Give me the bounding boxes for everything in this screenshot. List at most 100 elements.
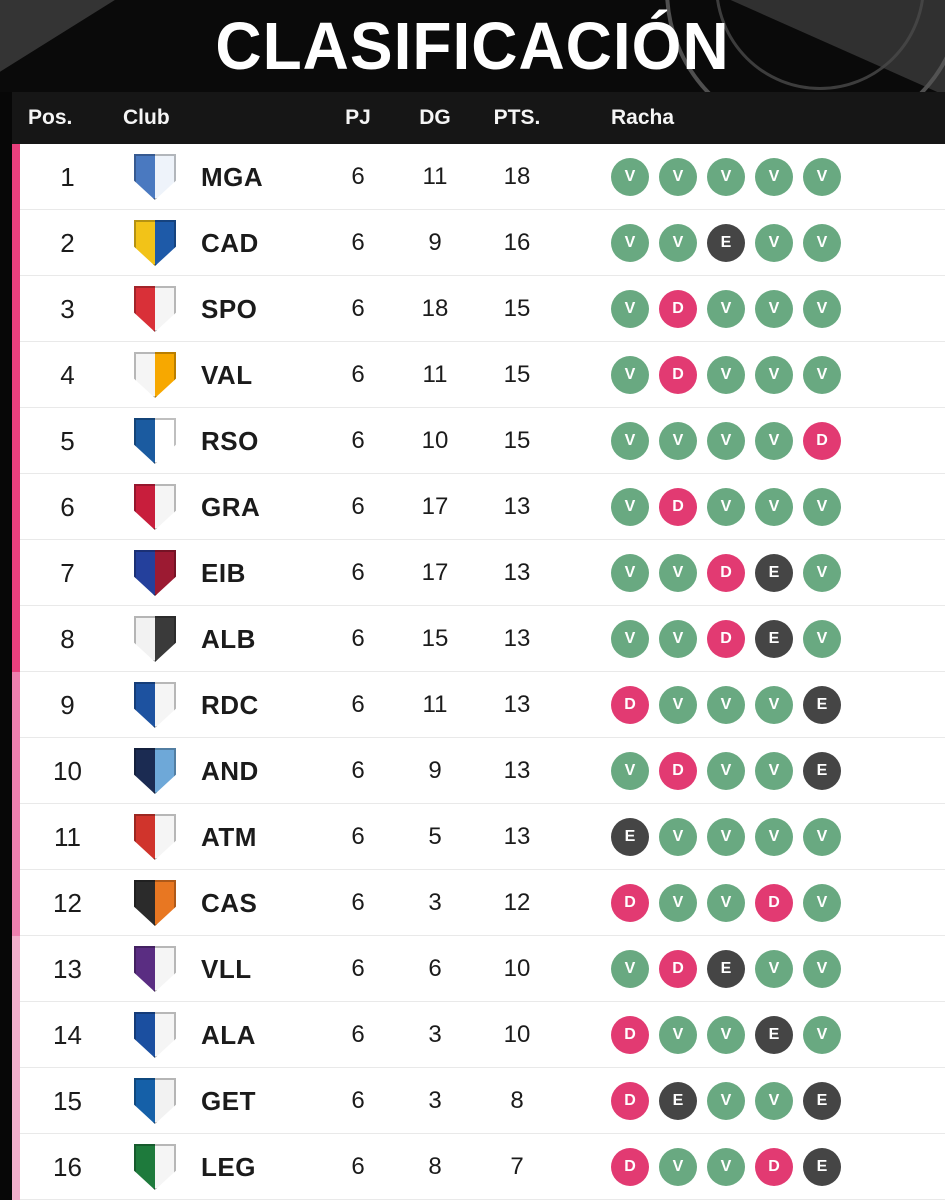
result-circle: V bbox=[755, 686, 793, 724]
result-circle: V bbox=[659, 620, 697, 658]
club-code: MGA bbox=[201, 161, 264, 192]
header-racha: Racha bbox=[611, 106, 675, 129]
club-crest bbox=[115, 418, 195, 464]
result-circle: V bbox=[803, 224, 841, 262]
club-crest bbox=[115, 748, 195, 794]
club-code: CAD bbox=[201, 227, 259, 258]
result-circle: V bbox=[707, 752, 745, 790]
club-crest bbox=[115, 880, 195, 926]
club-crest bbox=[115, 550, 195, 596]
club-crest bbox=[115, 616, 195, 662]
position-value: 11 bbox=[54, 821, 81, 852]
result-circle: D bbox=[659, 356, 697, 394]
pj-value: 6 bbox=[351, 295, 365, 322]
position-value: 8 bbox=[60, 623, 75, 654]
result-circle: V bbox=[803, 620, 841, 658]
crest-shield-icon bbox=[134, 616, 176, 662]
club-code: VLL bbox=[201, 953, 252, 984]
club-code: ATM bbox=[201, 821, 257, 852]
club-code: VAL bbox=[201, 359, 253, 390]
dg-value: 18 bbox=[421, 295, 449, 322]
crest-shield-icon bbox=[134, 748, 176, 794]
pj-value: 6 bbox=[351, 823, 365, 850]
result-circle: V bbox=[755, 488, 793, 526]
classification-table: Pos. Club PJ DG PTS. Racha 1 MGA 6 11 18… bbox=[12, 92, 945, 1200]
crest-shield-icon bbox=[134, 550, 176, 596]
club-code: GRA bbox=[201, 491, 261, 522]
result-circle: V bbox=[611, 356, 649, 394]
dg-value: 11 bbox=[422, 361, 448, 388]
result-circle: D bbox=[659, 752, 697, 790]
crest-shield-icon bbox=[134, 286, 176, 332]
club-code: SPO bbox=[201, 293, 258, 324]
club-crest bbox=[115, 1144, 195, 1190]
dg-value: 3 bbox=[428, 1087, 442, 1114]
crest-shield-icon bbox=[134, 1144, 176, 1190]
result-circle: V bbox=[803, 884, 841, 922]
result-circle: V bbox=[755, 224, 793, 262]
result-circle: V bbox=[803, 1016, 841, 1054]
pts-value: 13 bbox=[503, 691, 531, 718]
result-circle: V bbox=[611, 752, 649, 790]
position-value: 7 bbox=[60, 557, 75, 588]
result-circle: V bbox=[707, 290, 745, 328]
result-circle: V bbox=[659, 1016, 697, 1054]
pts-value: 13 bbox=[503, 625, 531, 652]
position-value: 14 bbox=[53, 1019, 82, 1050]
result-circle: V bbox=[659, 422, 697, 460]
result-circle: V bbox=[803, 950, 841, 988]
result-circle: D bbox=[755, 1148, 793, 1186]
zone-bar bbox=[12, 1002, 20, 1068]
result-circle: D bbox=[659, 950, 697, 988]
zone-bar bbox=[12, 1134, 20, 1200]
zone-bar bbox=[12, 672, 20, 738]
club-crest bbox=[115, 352, 195, 398]
result-circle: D bbox=[611, 1148, 649, 1186]
position-value: 12 bbox=[53, 887, 82, 918]
position-value: 10 bbox=[53, 755, 82, 786]
result-circle: V bbox=[755, 818, 793, 856]
pts-value: 18 bbox=[503, 163, 531, 190]
result-circle: V bbox=[803, 818, 841, 856]
result-circle: D bbox=[611, 1082, 649, 1120]
position-value: 5 bbox=[60, 425, 75, 456]
pts-value: 10 bbox=[503, 1021, 531, 1048]
header-pts: PTS. bbox=[493, 106, 541, 129]
pts-value: 15 bbox=[503, 427, 531, 454]
result-circle: D bbox=[611, 1016, 649, 1054]
table-header: Pos. Club PJ DG PTS. Racha bbox=[12, 92, 945, 144]
pj-value: 6 bbox=[351, 955, 365, 982]
result-circle: V bbox=[659, 224, 697, 262]
position-value: 1 bbox=[60, 161, 75, 192]
header-pos: Pos. bbox=[28, 106, 73, 129]
header-club: Club bbox=[123, 106, 170, 129]
result-circle: V bbox=[707, 488, 745, 526]
result-circle: V bbox=[707, 1016, 745, 1054]
dg-value: 8 bbox=[428, 1153, 442, 1180]
zone-bar bbox=[12, 342, 20, 408]
club-crest bbox=[115, 286, 195, 332]
club-crest bbox=[115, 220, 195, 266]
position-value: 3 bbox=[60, 293, 75, 324]
result-circle: V bbox=[803, 488, 841, 526]
club-code: ALA bbox=[201, 1019, 256, 1050]
result-circle: V bbox=[611, 422, 649, 460]
result-circle: V bbox=[611, 224, 649, 262]
result-circle: V bbox=[707, 422, 745, 460]
result-circle: V bbox=[611, 488, 649, 526]
dg-value: 3 bbox=[428, 1021, 442, 1048]
